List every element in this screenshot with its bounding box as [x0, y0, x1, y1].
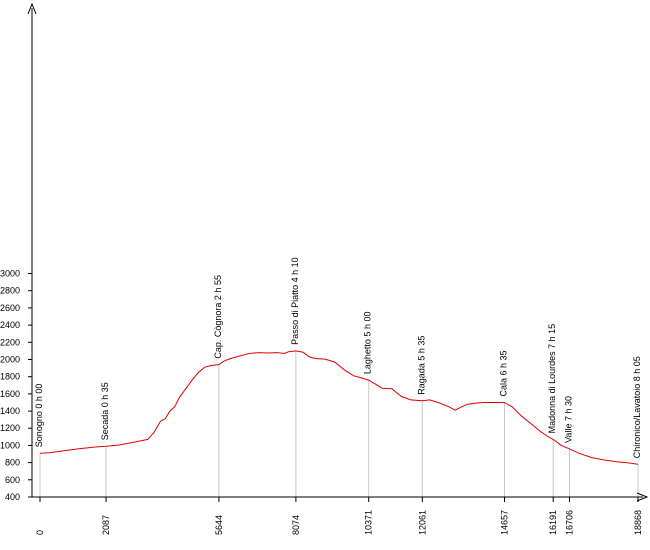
y-tick-label: 1000	[0, 440, 20, 450]
y-tick-label: 2400	[0, 320, 20, 330]
elevation-profile-line	[39, 350, 639, 465]
y-axis-arrowhead	[27, 2, 37, 15]
x-axis-arrowhead	[636, 492, 649, 502]
x-tick-label: 14657	[500, 510, 510, 535]
x-tick-label: 10371	[364, 510, 374, 535]
marker-lines-layer	[39, 350, 639, 497]
y-tick-layer: 3000 2800 2600 2400 2200 2000 1800 1600 1400 1200…	[0, 269, 32, 502]
station-label: Madonna di Lourdes 7 h 15	[547, 324, 557, 434]
y-tick-label: 600	[5, 475, 20, 485]
y-tick-label: 2000	[0, 355, 20, 365]
y-tick-label: 800	[5, 458, 20, 468]
y-tick-label: 400	[5, 492, 20, 502]
station-label: Secada 0 h 35	[100, 382, 110, 440]
axes-layer	[27, 2, 649, 502]
station-label: Sonogno 0 h 00	[34, 384, 44, 448]
x-tick-layer: 0 2087 5644 8074 10371 12061 14657 16191 16706 18…	[35, 497, 643, 535]
y-tick-label: 1600	[0, 389, 20, 399]
station-label-layer: Sonogno 0 h 00 Secada 0 h 35 Cap. Cògnora …	[34, 257, 642, 458]
y-tick-label: 1200	[0, 423, 20, 433]
y-tick-label: 1400	[0, 406, 20, 416]
x-tick-label: 18868	[633, 510, 643, 535]
x-tick-label: 8074	[291, 515, 301, 535]
station-label: Ragada 5 h 35	[416, 336, 426, 395]
station-label: Valle 7 h 30	[564, 396, 574, 443]
x-tick-label: 5644	[214, 515, 224, 535]
x-tick-label: 12061	[417, 510, 427, 535]
station-label: Chironico/Lavatoio 8 h 05	[632, 356, 642, 458]
station-label: Passo di Piatto 4 h 10	[290, 257, 300, 345]
y-tick-label: 2600	[0, 303, 20, 313]
x-tick-label: 16706	[565, 510, 575, 535]
y-tick-label: 1800	[0, 372, 20, 382]
y-tick-label: 2800	[0, 286, 20, 296]
station-label: Cap. Cògnora 2 h 55	[213, 275, 223, 359]
x-tick-label: 16191	[548, 510, 558, 535]
station-label: Laghetto 5 h 00	[363, 312, 373, 375]
y-tick-label: 3000	[0, 269, 20, 279]
y-tick-label: 2200	[0, 337, 20, 347]
x-tick-label: 2087	[101, 515, 111, 535]
station-label: Cala 6 h 35	[499, 350, 509, 396]
x-tick-label: 0	[35, 530, 45, 535]
